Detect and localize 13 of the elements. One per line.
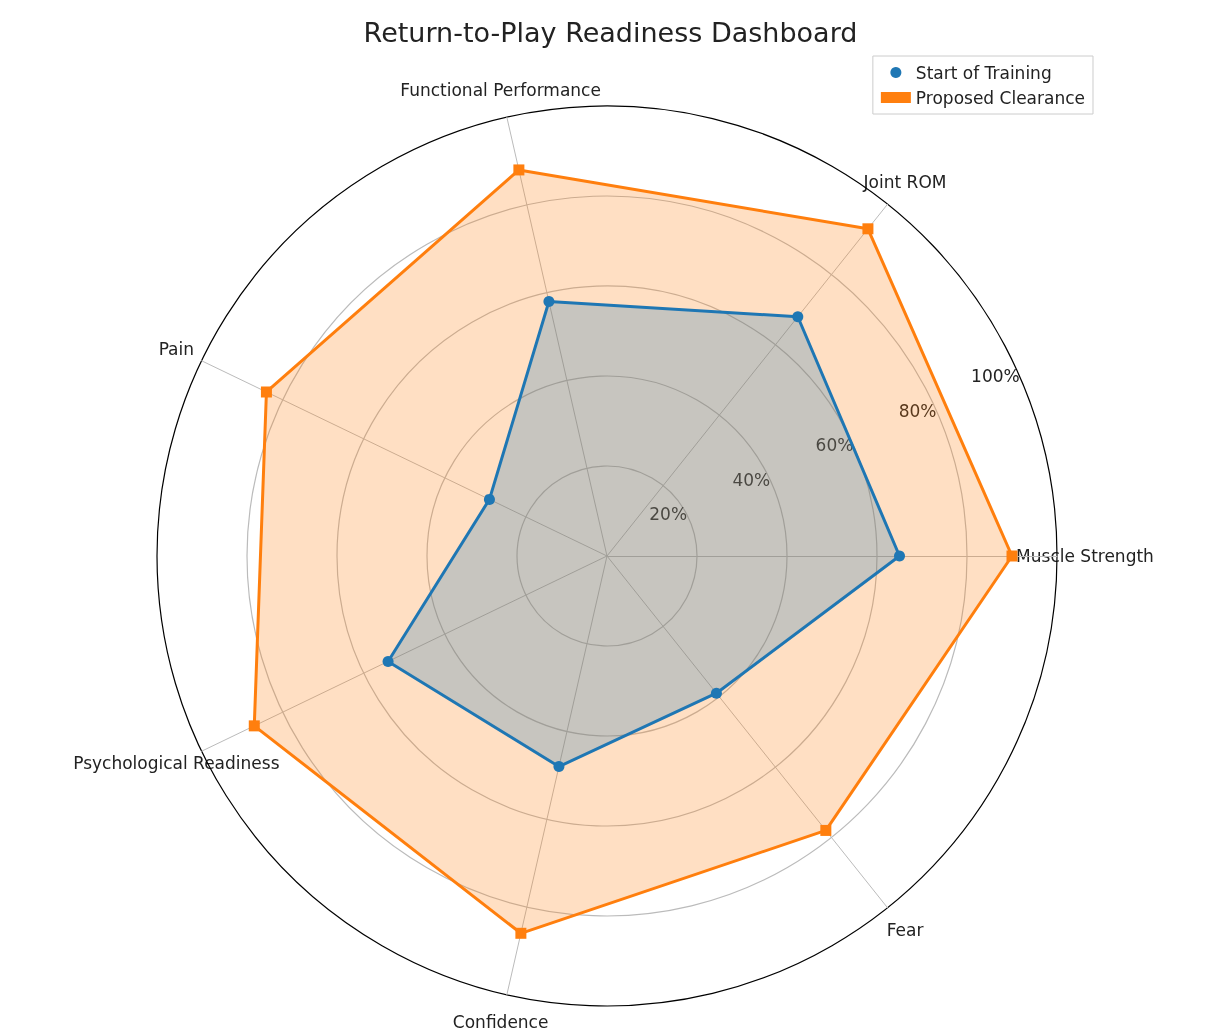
y-tick-label: 100% [971, 366, 1020, 387]
y-tick-label: 80% [898, 400, 937, 421]
y-tick-label: 20% [649, 504, 688, 525]
y-tick-label: 60% [815, 435, 854, 456]
spoke-label: Fear [886, 919, 924, 940]
chart-title: Return-to-Play Readiness Dashboard [363, 17, 858, 48]
spoke-label: Confidence [452, 1012, 549, 1033]
y-tick-label: 40% [732, 469, 771, 490]
legend-label: Start of Training [915, 62, 1052, 83]
legend-label: Proposed Clearance [915, 87, 1086, 108]
spoke-label: Functional Performance [400, 79, 601, 100]
spoke-label: Pain [158, 338, 195, 359]
spoke-label: Joint ROM [862, 172, 947, 193]
